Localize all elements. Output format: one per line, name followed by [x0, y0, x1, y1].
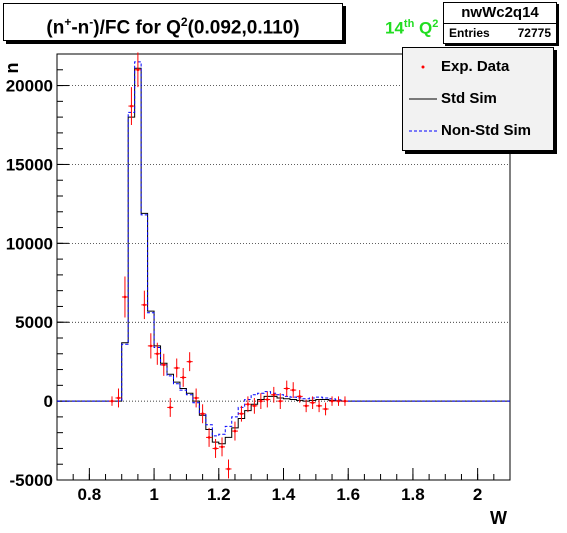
x-tick-label: 0.8: [78, 485, 102, 504]
legend-label: Exp. Data: [441, 58, 510, 75]
title-sup-two: 2: [180, 15, 188, 29]
title-prefix: (n: [46, 17, 65, 39]
stats-entries-row: Entries 72775: [444, 24, 556, 42]
exp-data-point: [311, 401, 314, 404]
exp-data-point: [117, 396, 120, 400]
exp-data-point: [207, 436, 211, 439]
bin-label-pre: 14: [385, 18, 404, 38]
axes: -5000 0 5000 10000 15000 20000 0.8 1 1.2 1.4 1.6 1.…: [6, 53, 511, 504]
title-mid: -n: [71, 17, 90, 39]
legend-label: Std Sim: [441, 90, 497, 107]
stats-box: nwWc2q14 Entries 72775: [443, 2, 557, 44]
y-tick-label: 0: [44, 392, 53, 411]
legend-item-non-std-sim: Non-Std Sim: [403, 116, 553, 146]
stats-name: nwWc2q14: [444, 3, 556, 24]
exp-data-point: [201, 412, 204, 416]
exp-data-point: [136, 68, 140, 72]
exp-data-point: [220, 445, 224, 449]
exp-data-point: [253, 404, 256, 408]
exp-data-point: [298, 395, 301, 398]
exp-data-point: [246, 402, 250, 406]
legend: Exp. Data Std Sim Non-Std Sim: [402, 47, 554, 151]
exp-data-point: [181, 376, 185, 379]
exp-data-point: [266, 398, 269, 401]
exp-data-point: [149, 344, 153, 348]
chart-title-box: (n+-n-)/FC for Q2(0.092,0.110): [3, 3, 343, 41]
exp-data-point: [304, 404, 308, 408]
exp-data-point: [317, 404, 321, 408]
exp-data-point: [233, 429, 237, 433]
exp-data-point: [143, 303, 146, 307]
exp-data-point: [123, 295, 127, 299]
series-layer: [57, 52, 510, 479]
exp-data-point: [285, 387, 289, 390]
y-tick-label: 5000: [15, 313, 53, 332]
x-tick-label: 2: [473, 485, 482, 504]
x-tick-label: 1: [149, 485, 158, 504]
non-std-sim-line: [57, 61, 510, 437]
exp-data-point: [162, 363, 166, 367]
title-sup-minus: -: [89, 15, 94, 29]
title-suffix2: (0.092,0.110): [187, 17, 300, 39]
legend-item-exp-data: Exp. Data: [403, 52, 553, 82]
bin-label-sup: th: [403, 18, 415, 30]
std-sim-line: [57, 67, 510, 445]
legend-label: Non-Std Sim: [441, 122, 531, 139]
stats-entries-value: 72775: [517, 26, 551, 40]
exp-data-point: [188, 360, 191, 363]
exp-data-point: [324, 407, 327, 411]
legend-solid-line-icon: [409, 98, 437, 100]
exp-data-point: [214, 447, 217, 450]
exp-data-point: [259, 399, 263, 403]
y-tick-label: -5000: [10, 471, 53, 490]
y-gridlines: [57, 85, 510, 481]
y-tick-label: 10000: [6, 234, 53, 253]
legend-item-std-sim: Std Sim: [403, 84, 553, 114]
exp-data-point: [240, 412, 243, 416]
x-tick-label: 1.8: [401, 485, 425, 504]
y-axis-title: n: [2, 63, 22, 74]
exp-data-point: [278, 399, 282, 403]
y-tick-label: 20000: [6, 77, 53, 96]
exp-data-point: [337, 399, 340, 403]
exp-data-point: [272, 393, 276, 397]
exp-data-point: [194, 396, 198, 400]
bin-label-post: Q: [414, 18, 433, 38]
exp-data-point: [130, 104, 133, 108]
title-sup-plus: +: [64, 15, 72, 29]
y-tick-label: 15000: [6, 155, 53, 174]
exp-data-point: [291, 388, 295, 392]
x-tick-label: 1.2: [207, 485, 231, 504]
exp-data-point: [330, 399, 334, 403]
x-tick-label: 1.4: [272, 485, 296, 504]
legend-dashed-line-icon: [409, 130, 437, 132]
title-suffix1: )/FC for Q: [93, 17, 181, 39]
bin-label-sup2: 2: [432, 18, 439, 30]
exp-data-point: [343, 399, 347, 403]
x-axis-title: W: [490, 508, 507, 528]
exp-data-point: [227, 467, 230, 471]
exp-data-point: [110, 399, 114, 403]
legend-marker-icon: [421, 65, 425, 69]
stats-entries-label: Entries: [449, 26, 490, 40]
exp-data-point: [156, 352, 159, 356]
exp-data-point: [168, 406, 172, 409]
x-tick-label: 1.6: [336, 485, 360, 504]
exp-data-point: [175, 366, 179, 370]
